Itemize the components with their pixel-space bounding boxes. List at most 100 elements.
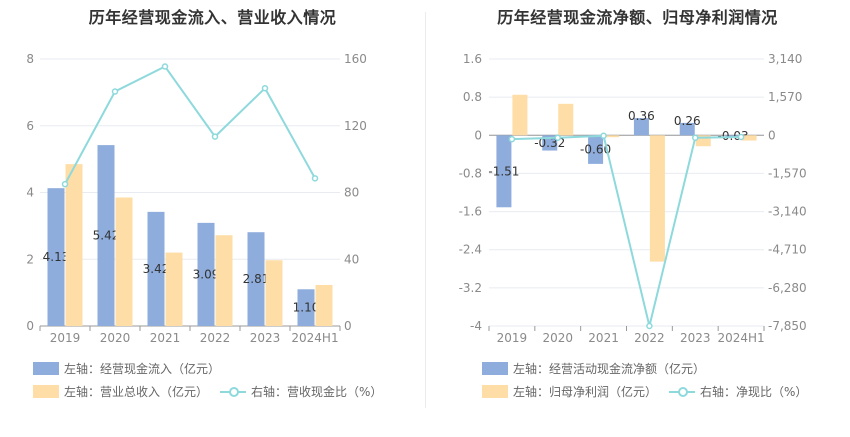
line-series-point [646,322,653,330]
bar-secondary [741,135,757,141]
x-axis-category-label: 2023 [680,331,711,345]
line-series-point [508,135,516,143]
bar-primary [297,289,315,326]
bar-data-label: -1.51 [488,164,519,178]
bar-secondary [512,94,528,136]
bar-secondary [165,252,183,326]
left-axis-tick-label: -2.4 [459,243,482,257]
right-axis-tick-label: 1,570 [768,90,802,104]
legend-item-net-cash-ratio[interactable]: 右轴：净现比（%） [669,383,807,400]
x-axis-category-label: 2024H1 [717,331,764,345]
chart-panel-net-cash: 历年经营现金流净额、归母净利润情况 1.6 3,140 0.8 1,570 0 0 -0.8… [425,0,850,437]
legend-swatch-bar-yellow [33,385,59,398]
x-axis-category-label: 2024H1 [291,331,338,345]
x-axis-category-label: 2020 [542,331,573,345]
x-axis-category-label: 2022 [634,331,665,345]
right-axis-tick-label: -7,850 [768,319,807,333]
bar-primary [542,135,558,151]
left-axis-tick-label: 6 [26,119,34,133]
left-axis-tick-label: 8 [26,52,34,66]
bar-primary [247,232,265,326]
right-axis-tick-label: 160 [344,52,367,66]
left-axis-tick-label: 2 [26,252,34,266]
left-axis-tick-label: 0 [474,128,482,142]
legend-label: 右轴：营收现金比（%） [251,385,383,399]
bar-secondary [265,260,283,326]
bar-data-label: 3.09 [193,267,220,281]
bar-data-label: 5.42 [93,229,120,243]
line-series-point [161,63,169,70]
legend-swatch-line [220,385,246,398]
x-axis-category-label: 2020 [100,331,131,345]
bar-primary [97,145,115,326]
left-axis-tick-label: 4 [26,186,34,200]
legend-swatch-bar-blue [33,362,59,375]
line-series-point [737,133,745,141]
right-axis-tick-label: -4,710 [768,243,807,257]
legend-item-cash-ratio[interactable]: 右轴：营收现金比（%） [220,383,382,400]
bar-data-label: -0.60 [580,143,611,157]
line-series-point [261,84,269,92]
left-axis-tick-label: -4 [470,319,482,333]
line-series-point [111,88,119,95]
chart-title: 历年经营现金流净额、归母净利润情况 [497,8,778,27]
bar-data-label: 0.26 [674,114,701,128]
right-axis-tick-label: 40 [344,252,359,266]
legend-swatch-bar-blue [482,362,508,375]
left-axis-tick-label: -0.8 [459,166,482,180]
x-axis-category-label: 2021 [588,331,619,345]
left-axis-tick-label: -3.2 [459,281,482,295]
legend-swatch-bar-yellow [482,385,508,398]
chart-title: 历年经营现金流入、营业收入情况 [88,8,337,27]
line-series-point [211,133,219,140]
bar-data-label: 3.42 [143,262,170,276]
x-axis-category-label: 2019 [50,331,81,345]
panel-divider [425,12,426,408]
line-series-point [600,132,607,140]
legend-item-revenue[interactable]: 左轴：营业总收入（亿元） [33,383,208,400]
bar-data-label: 4.13 [43,250,70,264]
bar-primary [496,135,512,208]
left-axis-tick-label: 0 [26,319,34,333]
left-axis-tick-label: 1.6 [463,52,482,66]
bar-secondary [649,135,665,262]
legend-label: 左轴：经营活动现金流净额（亿元） [513,362,706,376]
right-axis-tick-label: 0 [768,128,776,142]
line-series-point [311,175,319,182]
bar-secondary [604,135,620,138]
bar-primary [47,188,65,326]
right-axis-tick-label: 0 [344,319,352,333]
legend-label: 左轴：归母净利润（亿元） [513,385,658,399]
bar-secondary [558,103,574,136]
legend-label: 左轴：营业总收入（亿元） [64,385,209,399]
right-axis-tick-label: 80 [344,186,359,200]
x-axis-category-label: 2023 [250,331,281,345]
line-series-point [692,134,699,141]
bar-secondary [115,197,133,326]
x-axis-category-label: 2021 [150,331,181,345]
bar-secondary [215,235,233,326]
line-series [64,65,316,185]
chart-plot-area: 0 0 2 40 4 80 6 120 8 160 2019 4.13 2020 5.42 2021 3.42… [26,52,367,345]
legend-label: 左轴：经营现金流入（亿元） [64,362,221,376]
line-series-point [61,180,69,188]
bar-data-label: 1.10 [293,301,320,315]
legend-item-net-profit[interactable]: 左轴：归母净利润（亿元） [482,383,657,400]
legend-item-net-cash-flow[interactable]: 左轴：经营活动现金流净额（亿元） [482,360,705,377]
legend-item-cash-inflow[interactable]: 左轴：经营现金流入（亿元） [33,360,220,377]
bar-primary [725,135,741,137]
bar-primary [197,222,215,326]
legend-label: 右轴：净现比（%） [700,385,808,399]
bar-primary [147,211,165,326]
bar-primary [679,122,695,136]
bar-secondary [65,164,83,326]
left-axis-tick-label: -1.6 [459,205,482,219]
bar-data-label: 0.36 [628,109,655,123]
right-axis-tick-label: -3,140 [768,205,807,219]
bar-primary [633,118,649,136]
x-axis-category-label: 2019 [497,331,528,345]
bar-secondary [315,284,333,326]
right-axis-tick-label: -1,570 [768,166,807,180]
line-series [511,134,742,327]
right-axis-tick-label: 3,140 [768,52,802,66]
